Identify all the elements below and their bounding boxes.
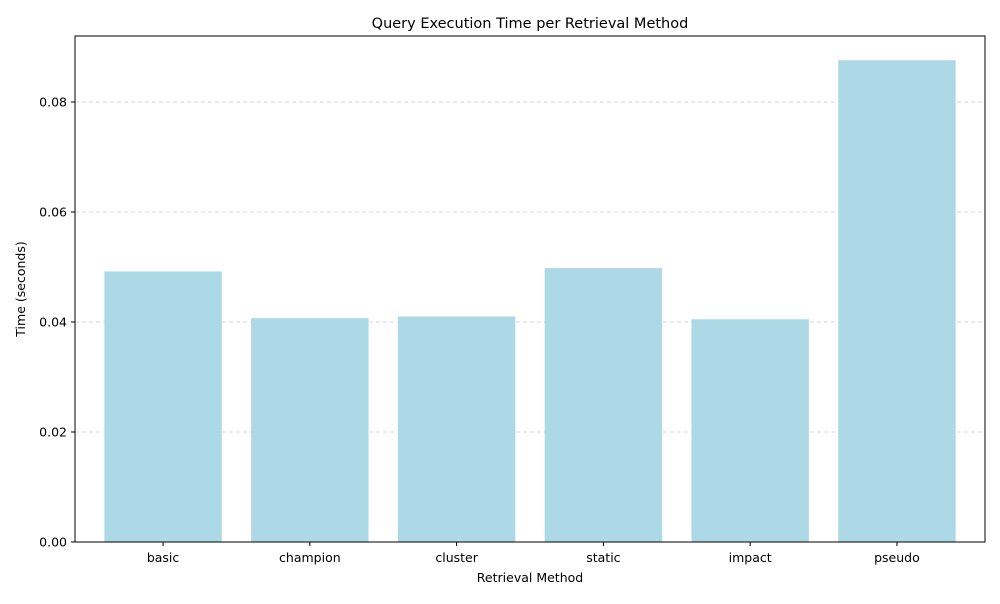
x-tick-label-static: static	[586, 550, 620, 565]
x-tick-label-impact: impact	[729, 550, 772, 565]
x-tick-label-pseudo: pseudo	[874, 550, 920, 565]
y-tick-label: 0.06	[39, 205, 67, 220]
x-tick-label-basic: basic	[147, 550, 180, 565]
bar-basic	[104, 271, 222, 542]
bar-champion	[251, 318, 369, 542]
bar-impact	[691, 319, 809, 542]
bar-static	[544, 268, 663, 542]
y-tick-label: 0.08	[39, 95, 67, 110]
x-tick-label-champion: champion	[279, 550, 341, 565]
y-tick-label: 0.04	[39, 315, 67, 330]
bars	[104, 60, 956, 542]
x-axis-label: Retrieval Method	[477, 570, 583, 585]
y-tick-label: 0.02	[39, 425, 67, 440]
plot-frame	[74, 35, 986, 543]
x-tick-label-cluster: cluster	[435, 550, 478, 565]
grid-lines	[75, 101, 985, 433]
y-tick-label: 0.00	[39, 535, 67, 550]
y-axis-ticks: 0.00 0.02 0.04 0.06 0.08	[39, 95, 75, 550]
bar-pseudo	[838, 60, 956, 542]
x-axis-ticks: basic champion cluster static impact pseudo	[147, 542, 920, 565]
chart-title: Query Execution Time per Retrieval Metho…	[372, 16, 689, 32]
bar-cluster	[397, 316, 516, 542]
y-axis-label: Time (seconds)	[13, 241, 28, 337]
